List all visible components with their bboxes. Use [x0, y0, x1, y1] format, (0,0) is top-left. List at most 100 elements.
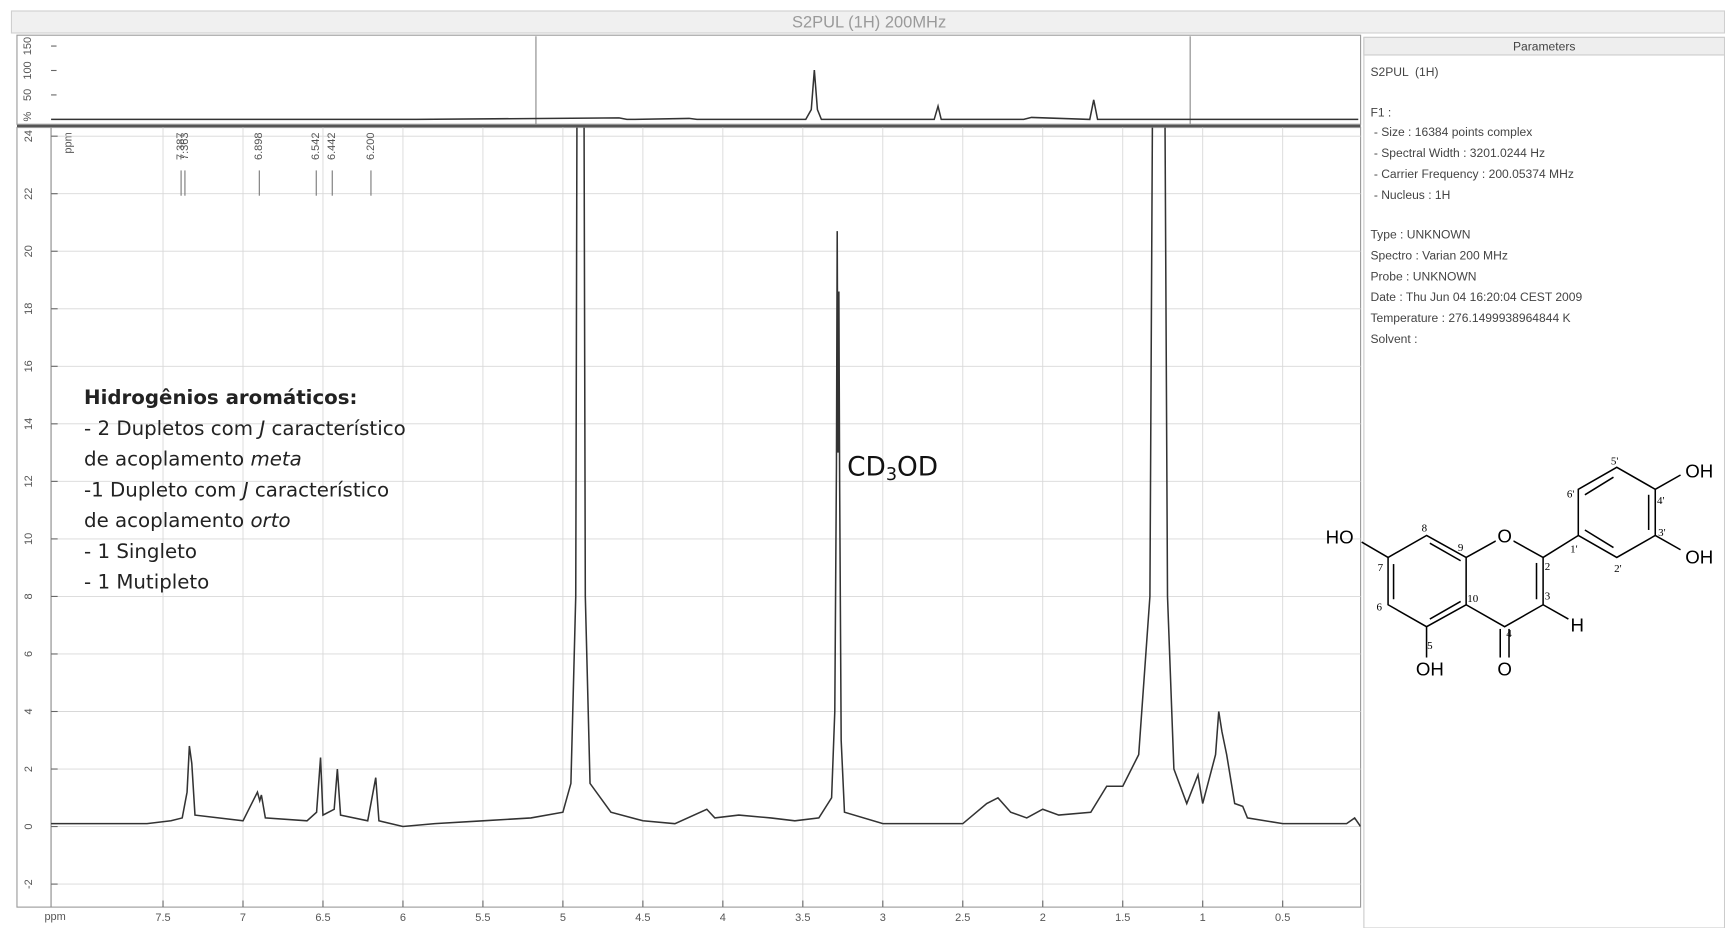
y-tick-label: -2: [23, 879, 35, 889]
x-tick-label: 4.5: [635, 912, 650, 924]
atom-number: 10: [1467, 593, 1478, 605]
note-part: característico: [249, 478, 390, 501]
window-title: S2PUL (1H) 200MHz: [792, 13, 946, 31]
bond: [1465, 540, 1497, 559]
parameter-line: - Carrier Frequency : 200.05374 MHz: [1370, 167, 1573, 181]
solvent-label: CD3OD: [847, 452, 938, 485]
overview-y-tick-label: 50: [22, 89, 34, 101]
y-tick-label: 10: [23, 533, 35, 545]
y-tick-label: 6: [23, 651, 35, 657]
y-tick-label: 8: [23, 593, 35, 599]
bond: [1361, 541, 1389, 559]
atom-label: OH: [1685, 546, 1713, 567]
note-box: [73, 369, 544, 610]
bond: [1542, 534, 1579, 559]
parameter-line: - Spectral Width : 3201.0244 Hz: [1370, 146, 1545, 160]
y-tick-label: 18: [23, 303, 35, 315]
atom-number: 6: [1377, 602, 1383, 614]
x-tick-label: 7.5: [155, 912, 170, 924]
note-part: -1 Dupleto com: [84, 478, 243, 501]
x-tick-label: 2: [1040, 912, 1046, 924]
atom-number: 5: [1427, 640, 1433, 652]
x-axis-label: ppm: [44, 911, 65, 923]
parameter-line: Type : UNKNOWN: [1370, 227, 1470, 241]
overview-y-tick-label: 100: [22, 61, 34, 79]
solvent-label-part: CD: [847, 452, 886, 482]
parameter-line: - Nucleus : 1H: [1370, 188, 1450, 202]
parameter-line: - Size : 16384 points complex: [1370, 125, 1532, 139]
note-part: orto: [250, 509, 290, 532]
double-bond: [1584, 476, 1614, 496]
parameter-line: S2PUL (1H): [1370, 65, 1438, 79]
peak-label: 6.442: [326, 132, 338, 160]
note-part: J: [255, 416, 265, 439]
note-line: -1 Dupleto com J característico: [84, 478, 389, 501]
x-tick-label: 1: [1200, 912, 1206, 924]
peak-label: 7.387: [175, 132, 187, 160]
parameter-line: F1 :: [1370, 105, 1391, 119]
y-tick-label: 20: [23, 245, 35, 257]
grid: [51, 127, 1361, 908]
x-tick-label: 7: [240, 912, 246, 924]
atom-number: 1': [1570, 543, 1577, 555]
atom-number: 7: [1378, 562, 1384, 574]
y-tick-label: 22: [23, 188, 35, 200]
y-tick-label: 2: [23, 766, 35, 772]
note-line: - 1 Mutipleto: [84, 570, 209, 593]
spectrum-trace: [51, 127, 1361, 828]
parameter-line: Probe : UNKNOWN: [1370, 269, 1476, 283]
x-tick-label: 5: [560, 912, 566, 924]
y-tick-label: 0: [23, 824, 35, 830]
atom-number: 3': [1658, 527, 1665, 539]
note-title: Hidrogênios aromáticos:: [84, 386, 357, 409]
x-tick-label: 6.5: [315, 912, 330, 924]
atom-bg: [1495, 527, 1514, 548]
double-bond: [1429, 600, 1462, 620]
bond: [1542, 604, 1569, 620]
parameter-line: Date : Thu Jun 04 16:20:04 CEST 2009: [1370, 290, 1582, 304]
double-bond: [1584, 529, 1614, 549]
atom-label: OH: [1416, 659, 1444, 680]
x-tick-label: 0.5: [1275, 912, 1290, 924]
y-tick-label: 12: [23, 475, 35, 487]
peak-label: 7.363: [179, 132, 191, 160]
peak-label: 6.898: [253, 132, 265, 160]
x-tick-label: 3: [880, 912, 886, 924]
atom-number: 4: [1506, 628, 1512, 640]
note-part: - 1 Singleto: [84, 539, 197, 562]
overview-y-label: %: [22, 111, 34, 121]
x-tick-label: 3.5: [795, 912, 810, 924]
atom-number: 3: [1545, 591, 1551, 603]
overview-y-tick-label: 150: [22, 37, 34, 55]
solvent-label-part: 3: [886, 465, 897, 485]
x-tick-label: 2.5: [955, 912, 970, 924]
spectrum-trace: [51, 69, 1359, 121]
x-tick-label: 1.5: [1115, 912, 1130, 924]
atom-label: O: [1497, 526, 1512, 547]
note-line: de acoplamento orto: [84, 509, 291, 532]
peak-label: 6.200: [365, 132, 377, 160]
atom-label: HO: [1326, 527, 1354, 548]
note-part: J: [239, 478, 249, 501]
x-tick-label: 4: [720, 912, 726, 924]
note-line: - 2 Dupletos com J característico: [84, 416, 406, 439]
note-part: - 2 Dupletos com: [84, 416, 259, 439]
y-tick-label: 24: [23, 130, 35, 142]
peak-label: 6.542: [310, 132, 322, 160]
parameters-header: Parameters: [1513, 39, 1575, 53]
atom-number: 6': [1567, 488, 1574, 500]
parameter-line: Temperature : 276.1499938964844 K: [1370, 311, 1570, 325]
y-tick-label: 16: [23, 360, 35, 372]
note-part: de acoplamento: [84, 447, 250, 470]
double-bond: [1429, 542, 1462, 562]
parameter-line: Spectro : Varian 200 MHz: [1370, 248, 1507, 262]
atom-number: 2: [1545, 561, 1551, 573]
atom-number: 9: [1458, 542, 1464, 554]
note-line: de acoplamento meta: [84, 447, 302, 470]
solvent-label-part: OD: [897, 452, 938, 482]
x-tick-label: 6: [400, 912, 406, 924]
note-part: característico: [265, 416, 406, 439]
parameters-panel: [1363, 36, 1725, 928]
note-part: de acoplamento: [84, 509, 250, 532]
